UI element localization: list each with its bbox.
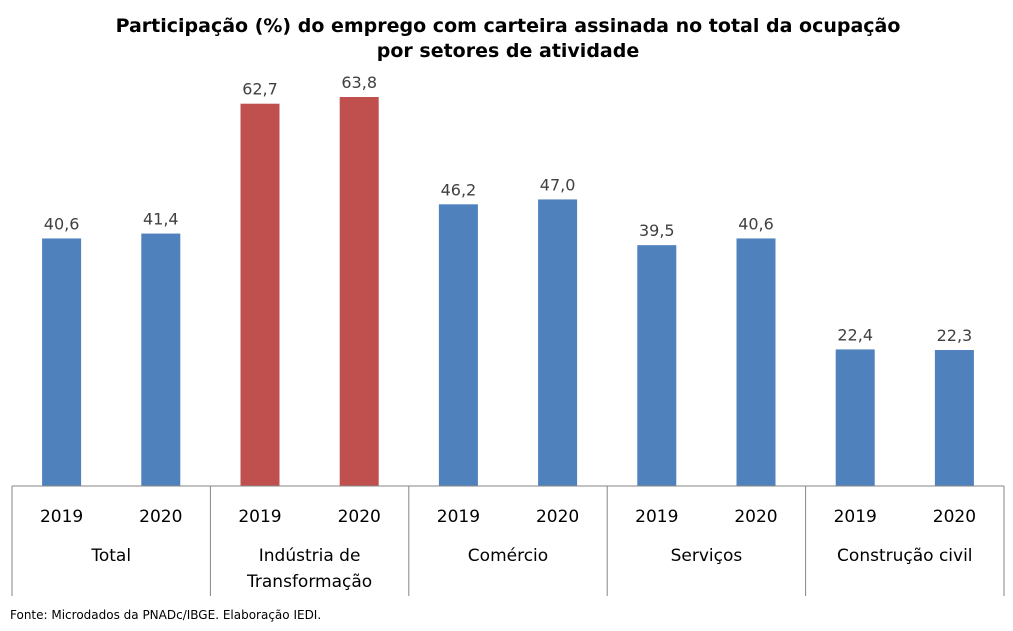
data-label: 62,7 [242, 80, 278, 99]
bar [835, 349, 875, 486]
bar [637, 245, 677, 486]
year-tick-label: 2020 [933, 507, 976, 527]
category-label: Construção civil [837, 546, 972, 566]
category-label: Total [90, 546, 131, 566]
year-tick-label: 2020 [139, 507, 182, 527]
year-tick-label: 2019 [834, 507, 877, 527]
year-tick-label: 2020 [536, 507, 579, 527]
year-tick-label: 2019 [238, 507, 281, 527]
year-tick-label: 2019 [635, 507, 678, 527]
year-tick-label: 2019 [437, 507, 480, 527]
data-label: 46,2 [441, 180, 477, 199]
category-axis: 2019 2020 Total 2019 2020 Indústria de Transfo… [11, 485, 1005, 596]
data-label: 39,5 [639, 221, 675, 240]
category-label: Transformação [246, 572, 372, 592]
year-tick-label: 2019 [40, 507, 83, 527]
bar [240, 103, 280, 486]
data-label: 63,8 [341, 73, 377, 92]
data-label: 22,3 [937, 326, 973, 345]
year-tick-label: 2020 [734, 507, 777, 527]
bar [339, 97, 379, 486]
chart-title-line: Participação (%) do emprego com carteira… [116, 15, 901, 37]
data-label: 47,0 [540, 175, 576, 194]
bars: 40,6 41,4 62,7 63,8 46,2 47,0 39,5 40,6 22,4 22,3 [42, 73, 974, 486]
bar [538, 199, 578, 486]
bar [736, 238, 776, 486]
bar [438, 204, 478, 486]
bar [42, 238, 82, 486]
data-label: 40,6 [738, 214, 774, 233]
bar [141, 233, 181, 486]
category-label: Comércio [468, 546, 548, 566]
bar [934, 350, 974, 486]
year-tick-label: 2020 [338, 507, 381, 527]
data-label: 40,6 [44, 214, 80, 233]
category-label: Serviços [671, 546, 743, 566]
category-label: Indústria de [259, 546, 361, 566]
data-label: 22,4 [837, 325, 873, 344]
source-note: Fonte: Microdados da PNADc/IBGE. Elabora… [10, 608, 321, 622]
data-label: 41,4 [143, 210, 179, 229]
chart-title-line: por setores de atividade [377, 40, 639, 62]
chart-title: Participação (%) do emprego com carteira… [116, 15, 901, 62]
